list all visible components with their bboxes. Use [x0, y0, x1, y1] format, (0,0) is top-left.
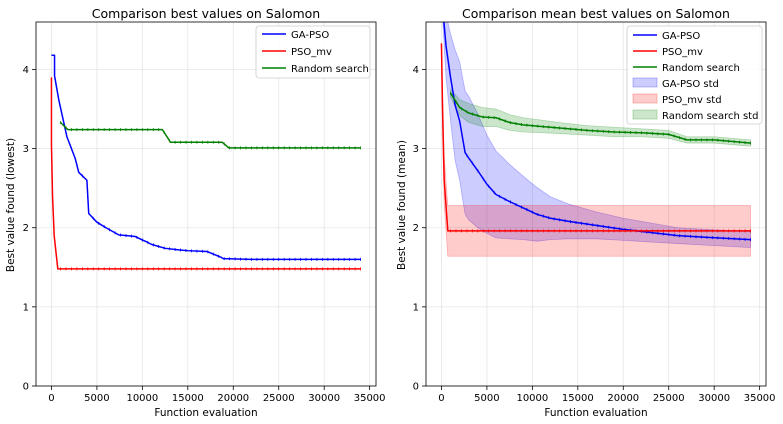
x-tick-label: 30000 — [308, 393, 340, 404]
std-band-ga-pso — [442, 22, 751, 248]
y-tick-label: 3 — [413, 144, 419, 155]
y-tick-label: 2 — [413, 223, 419, 234]
legend-label-pso-mv: PSO_mv — [291, 47, 332, 58]
y-tick-label: 0 — [413, 382, 419, 393]
y-tick-label: 1 — [23, 302, 29, 313]
legend-box — [626, 25, 763, 125]
x-tick-label: 0 — [438, 393, 444, 404]
legend: GA-PSO PSO_mv Random search GA-PSO std P… — [626, 25, 763, 125]
y-tick-label: 1 — [413, 302, 419, 313]
x-tick-label: 25000 — [263, 393, 295, 404]
series-line-random-search — [60, 121, 361, 149]
x-tick-label: 35000 — [354, 393, 386, 404]
x-tick-label: 15000 — [172, 393, 204, 404]
x-tick-label: 10000 — [126, 393, 158, 404]
x-tick-label: 15000 — [562, 393, 594, 404]
y-tick-label: 4 — [413, 65, 419, 76]
y-axis-label: Best value found (mean) — [396, 140, 408, 270]
legend-label-random-search-std: Random search std — [662, 111, 758, 122]
series-line-ga-pso — [51, 54, 361, 261]
legend: GA-PSO PSO_mv Random search — [255, 25, 371, 79]
x-tick-label: 5000 — [474, 393, 499, 404]
chart-panel-best-values: Comparison best values on Salomon Functi… — [5, 6, 386, 419]
legend-label-pso-mv-std: PSO_mv std — [662, 95, 722, 106]
chart-title: Comparison best values on Salomon — [92, 6, 320, 21]
std-band-random-search — [450, 88, 751, 147]
legend-swatch-random-search-std — [632, 109, 658, 120]
x-tick-label: 5000 — [84, 393, 109, 404]
legend-label-ga-pso: GA-PSO — [662, 31, 700, 42]
legend-swatch-ga-pso-std — [632, 77, 658, 88]
legend-label-random-search: Random search — [291, 64, 369, 75]
series-line-pso-mv — [440, 43, 751, 232]
y-tick-label: 0 — [23, 382, 29, 393]
x-tick-label: 0 — [48, 393, 54, 404]
x-tick-label: 10000 — [516, 393, 548, 404]
plot-area-frame — [35, 21, 377, 387]
x-tick-label: 20000 — [607, 393, 639, 404]
legend-label-pso-mv: PSO_mv — [662, 47, 703, 58]
x-tick-label: 35000 — [744, 393, 776, 404]
legend-label-ga-pso: GA-PSO — [291, 30, 329, 41]
chart-title: Comparison mean best values on Salomon — [462, 6, 730, 21]
x-axis-label: Function evaluation — [544, 407, 647, 419]
legend-swatch-pso-mv-std — [632, 93, 658, 104]
y-axis-label: Best value found (lowest) — [5, 138, 17, 272]
x-tick-label: 20000 — [217, 393, 249, 404]
y-tick-label: 4 — [23, 65, 29, 76]
plot-area-frame — [425, 21, 767, 387]
legend-label-ga-pso-std: GA-PSO std — [662, 79, 719, 90]
series-line-pso-mv — [50, 77, 361, 270]
x-tick-label: 25000 — [653, 393, 685, 404]
legend-box — [255, 25, 371, 79]
x-tick-label: 30000 — [698, 393, 730, 404]
chart-panel-mean-best-values: Comparison mean best values on Salomon F… — [396, 6, 776, 419]
y-tick-label: 2 — [23, 223, 29, 234]
x-axis-label: Function evaluation — [154, 407, 257, 419]
y-tick-label: 3 — [23, 144, 29, 155]
legend-label-random-search: Random search — [662, 63, 740, 74]
